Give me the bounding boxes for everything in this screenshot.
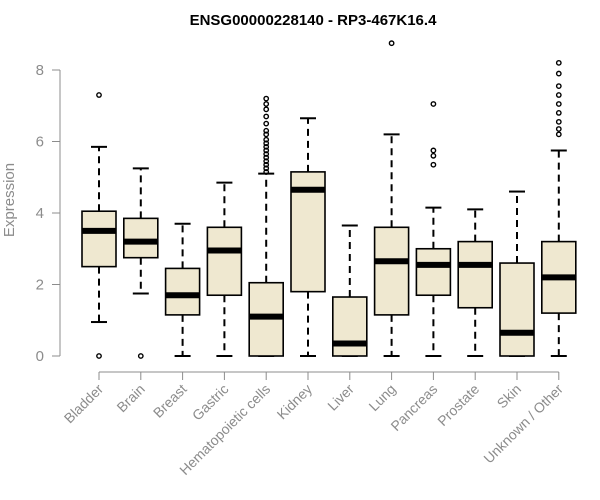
box-group	[164, 222, 201, 357]
x-tick-label: Breast	[150, 381, 190, 421]
outlier-point	[263, 136, 270, 143]
outlier-point	[555, 101, 562, 107]
outlier-point	[263, 168, 270, 175]
outlier-point	[263, 151, 270, 157]
box	[331, 296, 368, 357]
outlier-point	[263, 165, 270, 172]
outlier-point	[263, 113, 270, 120]
x-tick-label: Brain	[113, 381, 147, 415]
box	[123, 217, 159, 259]
outlier-point	[555, 92, 562, 98]
box	[457, 240, 494, 309]
outlier-point	[263, 131, 270, 138]
outlier-point	[430, 161, 437, 168]
outlier-point	[263, 140, 270, 147]
outlier-point	[96, 353, 102, 359]
outlier-point	[263, 101, 270, 107]
outlier-point	[263, 127, 270, 134]
outlier-point	[263, 120, 270, 127]
outlier-point	[430, 101, 437, 107]
box-group	[415, 101, 452, 357]
outlier-point	[555, 83, 562, 89]
box-group	[123, 167, 159, 359]
y-tick-label: 0	[36, 348, 44, 365]
chart-title: ENSG00000228140 - RP3-467K16.4	[190, 12, 437, 29]
outlier-point	[137, 353, 144, 359]
outlier-point	[555, 118, 562, 125]
x-tick-label: Kidney	[274, 381, 316, 423]
outlier-point	[555, 126, 562, 132]
box-group	[373, 40, 410, 357]
box	[499, 262, 535, 357]
box	[81, 210, 117, 268]
box	[415, 247, 452, 297]
outlier-point	[430, 147, 437, 154]
box-group	[457, 208, 494, 357]
y-axis: 0 2 4 6 8	[36, 62, 61, 365]
x-tick-label: Lung	[365, 381, 398, 414]
outlier-point	[263, 161, 270, 168]
outlier-point	[263, 106, 270, 113]
x-tick-label: Prostate	[434, 381, 482, 429]
outlier-point	[263, 95, 270, 102]
outlier-point	[388, 40, 395, 47]
box-group	[331, 224, 368, 357]
x-tick-label: Bladder	[61, 381, 107, 427]
outlier-point	[263, 158, 270, 165]
outlier-point	[430, 152, 437, 159]
outlier-point	[555, 131, 562, 138]
x-tick-label: Unknown / Other	[480, 381, 566, 467]
y-tick-label: 6	[36, 134, 44, 151]
outlier-point	[96, 92, 102, 98]
box	[373, 226, 410, 316]
box-group	[206, 181, 243, 357]
y-tick-label: 8	[36, 62, 44, 79]
outlier-point	[555, 59, 562, 66]
box-group	[540, 59, 577, 357]
box-group	[248, 95, 284, 357]
y-tick-label: 2	[36, 277, 44, 294]
outlier-point	[263, 143, 270, 150]
outlier-point	[555, 110, 562, 116]
box	[206, 226, 243, 297]
outlier-point	[263, 154, 270, 161]
box-group	[81, 92, 117, 359]
box-group	[499, 190, 535, 357]
box-series	[81, 40, 577, 359]
box-group	[290, 117, 326, 357]
x-tick-label: Skin	[494, 381, 525, 412]
outlier-point	[555, 70, 562, 77]
y-tick-label: 4	[36, 205, 44, 222]
x-tick-label: Liver	[324, 381, 357, 414]
outlier-point	[263, 147, 270, 154]
y-axis-label: Expression	[1, 163, 18, 237]
box	[164, 267, 201, 316]
